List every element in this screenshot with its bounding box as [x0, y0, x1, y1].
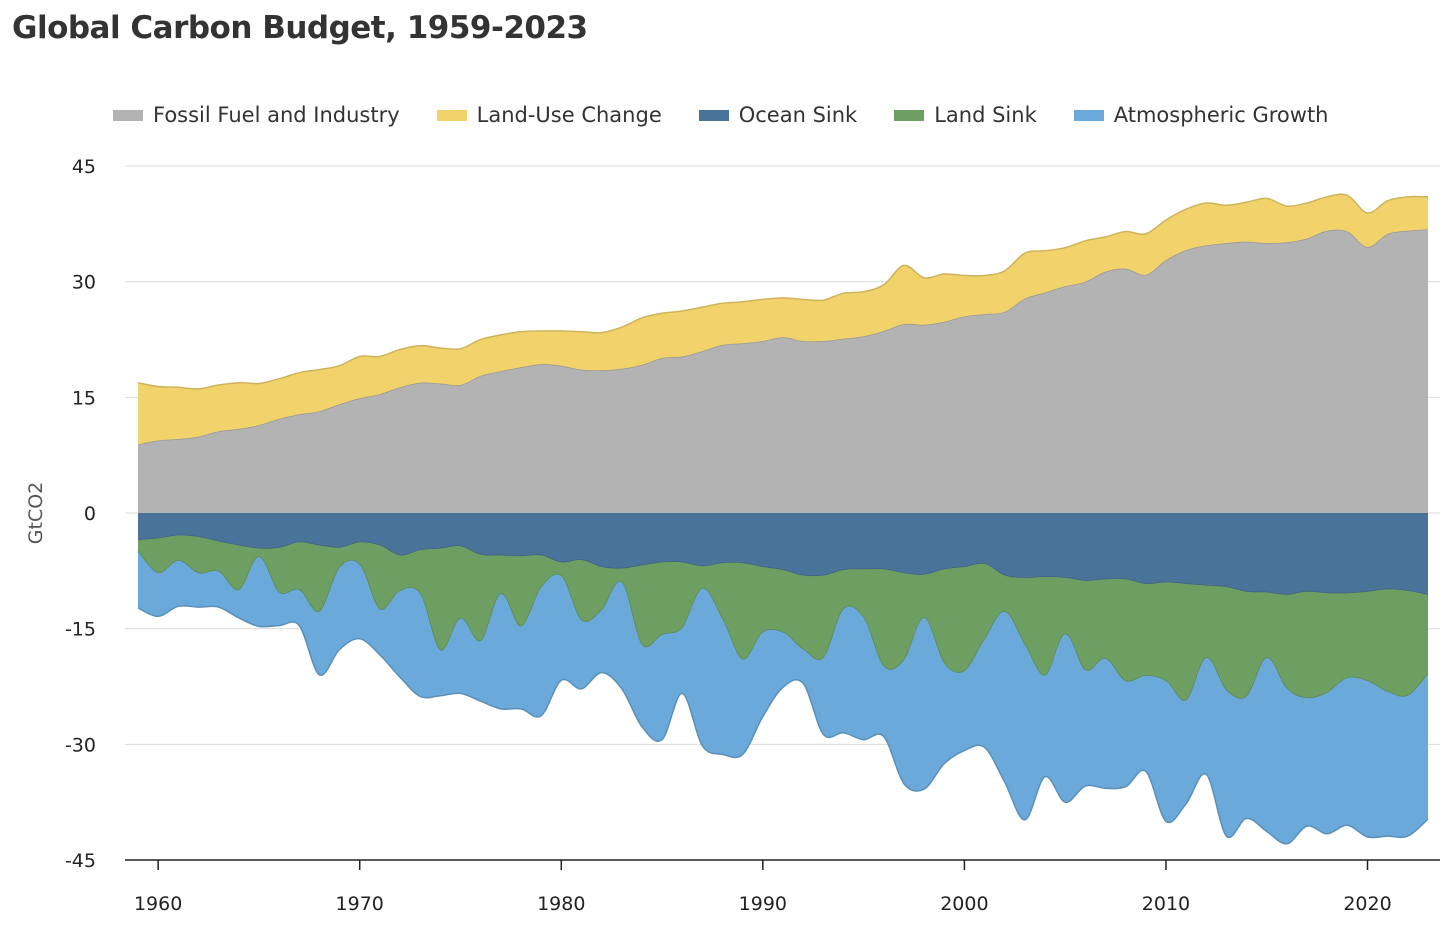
- legend-label-fossil-fuel: Fossil Fuel and Industry: [153, 103, 400, 127]
- legend-item-land-use-change[interactable]: Land-Use Change: [436, 103, 662, 127]
- legend-label-land-use-change: Land-Use Change: [476, 103, 662, 127]
- legend-item-ocean-sink[interactable]: Ocean Sink: [698, 103, 858, 127]
- legend-item-atmospheric-growth[interactable]: Atmospheric Growth: [1073, 103, 1329, 127]
- x-tick-label: 1960: [134, 893, 182, 915]
- y-tick-label: -15: [65, 619, 96, 641]
- legend-label-atmospheric-growth: Atmospheric Growth: [1113, 103, 1329, 127]
- area-edge-land-use-change: [137, 193, 1429, 390]
- legend-swatch-fossil-fuel: [113, 109, 143, 121]
- legend-swatch-ocean-sink: [698, 109, 729, 121]
- y-axis-title: GtCO2: [25, 482, 47, 544]
- axes: 45 30 15 0 -15 -30 -45 1960 1970 1980 1990 2000 2010…: [65, 156, 1440, 915]
- x-tick-label: 2000: [940, 893, 988, 915]
- area-edge-atmospheric-growth: [137, 605, 1429, 845]
- y-tick-label: -30: [65, 734, 96, 756]
- legend-item-fossil-fuel[interactable]: Fossil Fuel and Industry: [113, 103, 400, 127]
- x-tick-label: 1980: [537, 893, 585, 915]
- y-tick-label: 30: [72, 272, 96, 294]
- legend-label-land-sink: Land Sink: [934, 103, 1037, 127]
- chart-title: Global Carbon Budget, 1959-2023: [12, 10, 588, 46]
- legend: Fossil Fuel and Industry Land-Use Change…: [113, 100, 1366, 130]
- legend-item-land-sink[interactable]: Land Sink: [894, 103, 1037, 127]
- area-atmospheric-growth: [138, 551, 1428, 844]
- x-tick-label: 1970: [336, 893, 384, 915]
- area-land-sink: [138, 535, 1428, 701]
- area-ocean-sink: [138, 513, 1428, 595]
- x-tick-label: 2010: [1142, 893, 1190, 915]
- plot-areas: [137, 193, 1429, 845]
- legend-label-ocean-sink: Ocean Sink: [738, 103, 858, 127]
- y-tick-label: 0: [84, 503, 96, 525]
- x-tick-label: 1990: [739, 893, 787, 915]
- y-tick-label: 45: [72, 156, 96, 178]
- x-tick-label: 2020: [1343, 893, 1391, 915]
- legend-swatch-land-use-change: [436, 109, 467, 121]
- area-land-use-change: [138, 194, 1428, 445]
- area-fossil-fuel-and-industry: [138, 229, 1428, 513]
- y-tick-label: -45: [65, 850, 96, 872]
- legend-swatch-land-sink: [894, 109, 925, 121]
- legend-swatch-atmospheric-growth: [1073, 109, 1104, 121]
- y-tick-label: 15: [72, 387, 96, 409]
